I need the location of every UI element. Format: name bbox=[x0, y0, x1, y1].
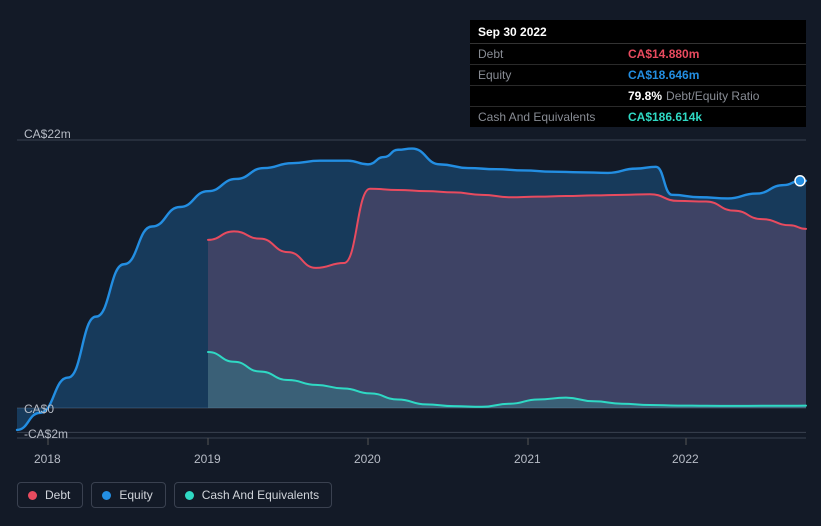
tooltip-label: Cash And Equivalents bbox=[478, 110, 628, 124]
tooltip-date: Sep 30 2022 bbox=[470, 20, 806, 44]
chart-tooltip: Sep 30 2022 Debt CA$14.880m Equity CA$18… bbox=[470, 20, 806, 127]
tooltip-row-cash: Cash And Equivalents CA$186.614k bbox=[470, 107, 806, 127]
tooltip-row-debt: Debt CA$14.880m bbox=[470, 44, 806, 65]
legend-label: Debt bbox=[45, 488, 70, 502]
tooltip-row-ratio: 79.8% Debt/Equity Ratio bbox=[470, 86, 806, 107]
ratio-label: Debt/Equity Ratio bbox=[666, 89, 759, 103]
tooltip-value: CA$18.646m bbox=[628, 68, 798, 82]
tooltip-value: CA$186.614k bbox=[628, 110, 798, 124]
chart-legend: Debt Equity Cash And Equivalents bbox=[17, 482, 332, 508]
tooltip-label bbox=[478, 89, 628, 103]
tooltip-label: Equity bbox=[478, 68, 628, 82]
x-axis-label: 2020 bbox=[354, 452, 381, 466]
tooltip-row-equity: Equity CA$18.646m bbox=[470, 65, 806, 86]
tooltip-label: Debt bbox=[478, 47, 628, 61]
ratio-value: 79.8% bbox=[628, 89, 662, 103]
x-axis-label: 2022 bbox=[672, 452, 699, 466]
legend-item-equity[interactable]: Equity bbox=[91, 482, 165, 508]
y-axis-label: -CA$2m bbox=[24, 427, 68, 441]
y-axis-label: CA$0 bbox=[24, 402, 54, 416]
x-axis-label: 2019 bbox=[194, 452, 221, 466]
legend-item-debt[interactable]: Debt bbox=[17, 482, 83, 508]
legend-dot-icon bbox=[28, 491, 37, 500]
tooltip-value: CA$14.880m bbox=[628, 47, 798, 61]
x-axis-label: 2018 bbox=[34, 452, 61, 466]
y-axis-label: CA$22m bbox=[24, 127, 71, 141]
legend-dot-icon bbox=[185, 491, 194, 500]
legend-label: Equity bbox=[119, 488, 152, 502]
legend-label: Cash And Equivalents bbox=[202, 488, 319, 502]
x-axis-label: 2021 bbox=[514, 452, 541, 466]
tooltip-ratio: 79.8% Debt/Equity Ratio bbox=[628, 89, 759, 103]
legend-dot-icon bbox=[102, 491, 111, 500]
financial-chart: Sep 30 2022 Debt CA$14.880m Equity CA$18… bbox=[0, 0, 821, 526]
legend-item-cash[interactable]: Cash And Equivalents bbox=[174, 482, 332, 508]
